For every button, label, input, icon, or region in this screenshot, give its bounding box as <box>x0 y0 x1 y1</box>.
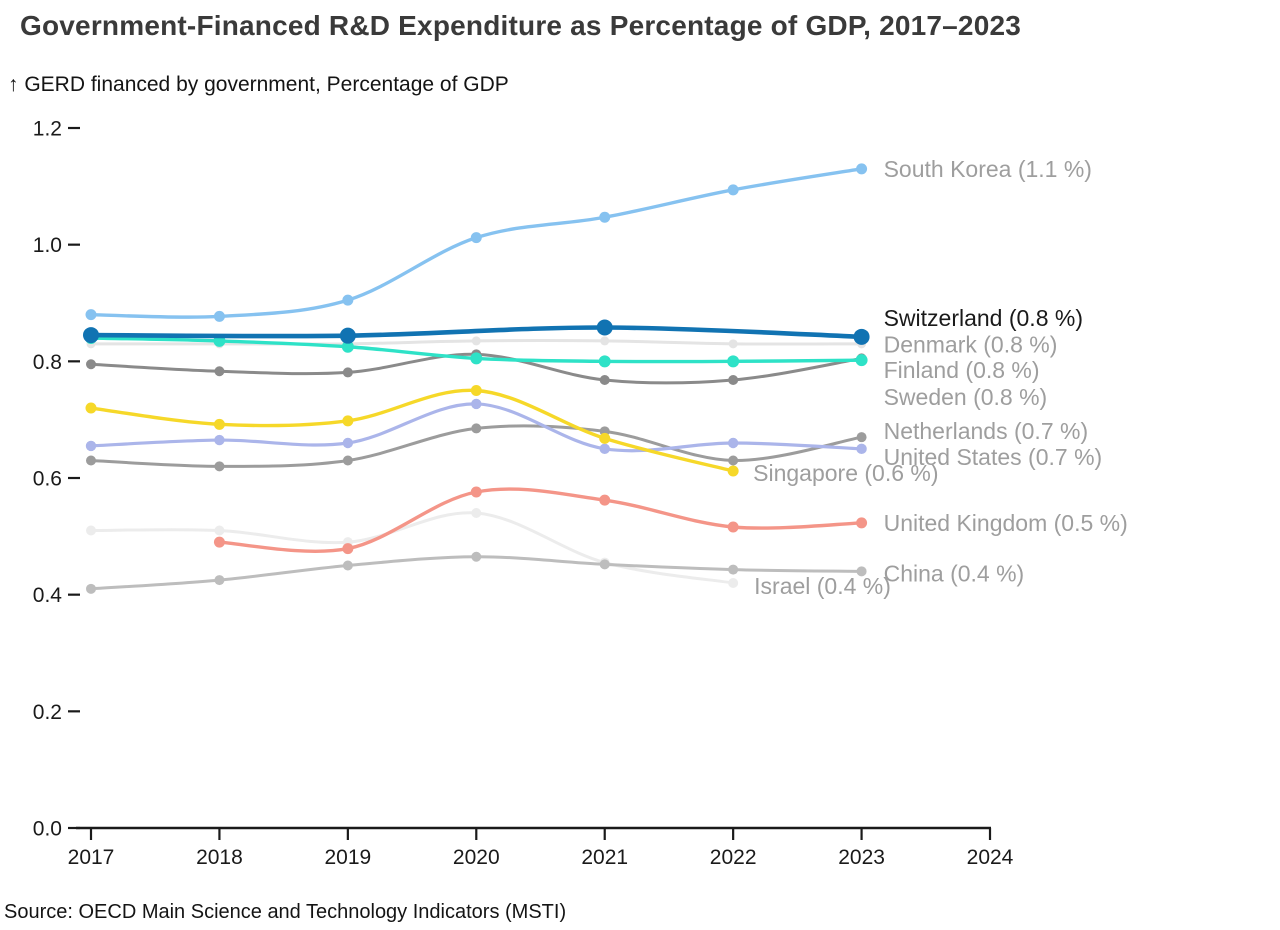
data-point-south_korea <box>470 232 482 244</box>
data-point-united_states <box>599 443 610 455</box>
data-point-singapore <box>599 432 611 444</box>
series-line-singapore <box>89 388 735 473</box>
data-point-united_kingdom <box>856 517 868 529</box>
series-label-sweden: Sweden (0.8 %) <box>884 384 1048 410</box>
data-point-singapore <box>213 418 225 430</box>
data-point-denmark <box>728 375 739 386</box>
data-point-netherlands <box>856 432 867 443</box>
y-axis-title: ↑ GERD financed by government, Percentag… <box>8 73 509 96</box>
data-point-united_kingdom <box>727 521 739 533</box>
data-point-sweden <box>728 339 738 349</box>
series-label-switzerland: Switzerland (0.8 %) <box>884 305 1083 331</box>
data-point-denmark <box>86 359 96 370</box>
chart-title: Government-Financed R&D Expenditure as P… <box>20 10 1022 41</box>
data-point-united_states <box>214 434 225 446</box>
data-point-netherlands <box>214 461 225 472</box>
data-point-switzerland <box>83 327 99 344</box>
data-point-finland <box>598 355 611 368</box>
source-note: Source: OECD Main Science and Technology… <box>4 901 567 923</box>
data-point-united_states <box>471 398 482 410</box>
y-tick-label: 1.0 <box>33 234 62 257</box>
data-point-singapore <box>85 402 97 414</box>
series-line-israel <box>89 511 735 585</box>
x-tick-label: 2024 <box>967 846 1014 869</box>
data-point-united_kingdom <box>213 536 225 548</box>
data-point-south_korea <box>856 163 868 175</box>
data-point-finland <box>727 355 740 368</box>
data-point-south_korea <box>213 310 225 322</box>
data-point-south_korea <box>342 294 354 306</box>
series-label-denmark: Denmark (0.8 %) <box>884 331 1058 357</box>
data-point-finland <box>855 354 868 367</box>
data-point-united_states <box>342 437 354 449</box>
data-point-netherlands <box>471 423 482 434</box>
data-point-china <box>342 560 353 571</box>
data-point-switzerland <box>339 327 356 344</box>
x-tick-label: 2022 <box>710 846 757 869</box>
series-label-china: China (0.4 %) <box>884 560 1025 586</box>
data-point-denmark <box>342 367 353 378</box>
data-point-united_kingdom <box>599 494 611 506</box>
x-tick-label: 2023 <box>838 846 885 869</box>
data-point-israel <box>728 578 739 589</box>
data-point-singapore <box>342 415 354 427</box>
series-label-finland: Finland (0.8 %) <box>884 357 1040 383</box>
series-label-netherlands: Netherlands (0.7 %) <box>884 418 1089 444</box>
series-label-united_states: United States (0.7 %) <box>884 444 1103 470</box>
data-point-south_korea <box>727 184 739 196</box>
data-point-united_states <box>85 440 97 452</box>
data-point-netherlands <box>86 455 96 466</box>
data-point-china <box>599 559 610 570</box>
y-tick-label: 0.6 <box>33 468 62 491</box>
y-tick-label: 0.4 <box>33 584 63 607</box>
data-point-singapore <box>727 465 739 477</box>
x-tick-label: 2018 <box>196 846 243 869</box>
series-label-south_korea: South Korea (1.1 %) <box>884 156 1092 182</box>
data-point-denmark <box>214 366 225 377</box>
x-tick-label: 2021 <box>581 846 628 869</box>
series-label-united_kingdom: United Kingdom (0.5 %) <box>884 510 1128 536</box>
data-point-china <box>471 551 482 562</box>
data-point-sweden <box>471 336 481 346</box>
series-label-singapore: Singapore (0.6 %) <box>753 460 938 486</box>
data-point-netherlands <box>342 455 353 466</box>
data-point-singapore <box>470 385 482 397</box>
y-tick-label: 1.2 <box>33 118 62 141</box>
y-tick-label: 0.0 <box>33 818 62 841</box>
data-point-israel <box>86 525 96 536</box>
data-point-south_korea <box>599 211 611 223</box>
data-point-united_states <box>856 443 867 455</box>
y-tick-label: 0.2 <box>33 701 62 724</box>
data-point-china <box>856 566 867 577</box>
data-point-united_kingdom <box>470 486 482 498</box>
data-point-netherlands <box>728 455 739 466</box>
series-line-united_kingdom <box>217 487 864 553</box>
data-point-china <box>728 564 739 575</box>
data-point-united_states <box>727 437 739 449</box>
x-tick-label: 2019 <box>325 846 372 869</box>
data-point-united_kingdom <box>342 543 354 555</box>
data-point-south_korea <box>85 309 97 321</box>
data-point-switzerland <box>596 319 613 336</box>
x-tick-label: 2017 <box>68 846 115 869</box>
data-point-switzerland <box>853 328 870 345</box>
data-point-israel <box>214 525 225 536</box>
data-point-finland <box>341 340 354 353</box>
data-point-denmark <box>599 375 610 386</box>
series-label-israel: Israel (0.4 %) <box>754 573 891 599</box>
data-point-china <box>214 575 225 586</box>
series-line-switzerland <box>88 325 864 340</box>
x-tick-label: 2020 <box>453 846 500 869</box>
data-point-china <box>86 583 96 594</box>
data-point-sweden <box>600 336 610 346</box>
data-point-finland <box>470 352 483 365</box>
data-point-israel <box>471 508 482 519</box>
y-tick-label: 0.8 <box>33 351 62 374</box>
